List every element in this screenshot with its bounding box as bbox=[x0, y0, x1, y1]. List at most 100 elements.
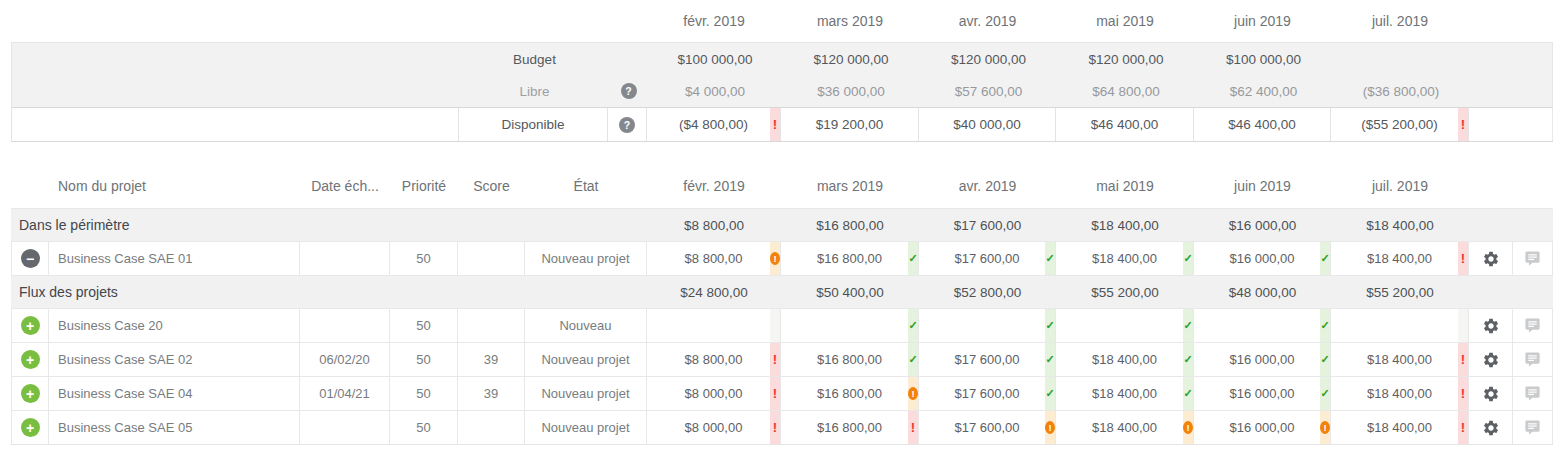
month-value-cell[interactable]: $16 800,00! bbox=[781, 377, 919, 410]
month-value-cell[interactable]: $18 400,00! bbox=[1331, 343, 1469, 376]
priority-cell[interactable]: 50 bbox=[390, 343, 458, 376]
spacer-cell bbox=[11, 0, 647, 42]
comment-icon[interactable] bbox=[1513, 343, 1552, 376]
help-icon[interactable]: ? bbox=[619, 117, 635, 133]
settings-cell bbox=[1469, 309, 1513, 342]
priority-cell[interactable]: 50 bbox=[390, 377, 458, 410]
due-date-cell[interactable]: 06/02/20 bbox=[300, 343, 390, 376]
month-value-cell[interactable]: $8 800,00! bbox=[647, 343, 781, 376]
due-date-cell[interactable] bbox=[300, 309, 390, 342]
summary-value: $100 000,00 bbox=[677, 52, 752, 67]
score-cell[interactable]: 39 bbox=[458, 377, 525, 410]
month-value-cell[interactable]: $16 800,00 ✓ bbox=[781, 242, 919, 275]
month-value-cell[interactable]: $8 000,00! bbox=[647, 411, 781, 444]
month-value-cell[interactable] bbox=[647, 309, 781, 342]
ok-strip: ✓ bbox=[1320, 309, 1330, 342]
gear-icon[interactable] bbox=[1469, 242, 1512, 275]
project-name[interactable]: Business Case 20 bbox=[49, 309, 300, 342]
add-icon[interactable]: + bbox=[21, 418, 40, 437]
gear-icon[interactable] bbox=[1469, 309, 1512, 342]
project-name[interactable]: Business Case SAE 05 bbox=[49, 411, 300, 444]
month-value-cell[interactable]: $16 000,00✓ bbox=[1194, 343, 1331, 376]
summary-month-header-row: févr. 2019mars 2019avr. 2019mai 2019juin… bbox=[11, 0, 1553, 42]
warning-strip: ! bbox=[908, 377, 918, 410]
ok-strip: ✓ bbox=[1183, 343, 1193, 376]
check-icon: ✓ bbox=[1045, 353, 1054, 366]
score-cell[interactable] bbox=[458, 309, 525, 342]
project-name[interactable]: Business Case SAE 01 bbox=[49, 242, 300, 275]
error-icon: ! bbox=[773, 420, 777, 435]
gear-icon[interactable] bbox=[1469, 343, 1512, 376]
gear-icon[interactable] bbox=[1469, 377, 1512, 410]
error-strip: ! bbox=[770, 377, 780, 410]
month-value-cell[interactable]: $16 800,00! bbox=[781, 411, 919, 444]
month-header: févr. 2019 bbox=[647, 163, 781, 208]
month-value-cell[interactable]: $17 600,00✓ bbox=[919, 377, 1056, 410]
warning-strip: ! bbox=[1183, 411, 1193, 444]
status-cell[interactable]: Nouveau projet bbox=[525, 343, 647, 376]
comment-icon[interactable] bbox=[1513, 377, 1552, 410]
add-icon[interactable]: + bbox=[21, 316, 40, 335]
add-icon[interactable]: + bbox=[21, 350, 40, 369]
month-value-cell[interactable]: $16 000,00! bbox=[1194, 411, 1331, 444]
month-value-cell[interactable]: ✓ bbox=[1194, 309, 1331, 342]
project-name[interactable]: Business Case SAE 02 bbox=[49, 343, 300, 376]
status-cell[interactable]: Nouveau projet bbox=[525, 411, 647, 444]
month-value: $18 400,00 bbox=[1367, 420, 1432, 435]
due-date-cell[interactable]: 01/04/21 bbox=[300, 377, 390, 410]
summary-value-cell: $100 000,00 bbox=[648, 43, 782, 75]
month-value-cell[interactable]: ✓ bbox=[919, 309, 1056, 342]
month-value-cell[interactable]: ✓ bbox=[781, 309, 919, 342]
month-value-cell[interactable]: $18 400,00✓ bbox=[1056, 242, 1194, 275]
help-icon[interactable]: ? bbox=[621, 83, 637, 99]
group-total-cell: $18 400,00 bbox=[1056, 209, 1194, 241]
month-value-cell[interactable]: $18 400,00! bbox=[1331, 411, 1469, 444]
gear-icon[interactable] bbox=[1469, 411, 1512, 444]
column-header: Nom du projet bbox=[49, 163, 300, 208]
project-name[interactable]: Business Case SAE 04 bbox=[49, 377, 300, 410]
warning-strip: ! bbox=[770, 242, 780, 275]
score-cell[interactable] bbox=[458, 242, 525, 275]
month-value-cell[interactable]: $18 400,00! bbox=[1331, 242, 1469, 275]
status-cell[interactable]: Nouveau bbox=[525, 309, 647, 342]
month-value-cell[interactable]: $8 000,00! bbox=[647, 377, 781, 410]
status-cell[interactable]: Nouveau projet bbox=[525, 242, 647, 275]
month-value-cell[interactable]: $17 600,00✓ bbox=[919, 343, 1056, 376]
add-icon[interactable]: + bbox=[21, 384, 40, 403]
status-cell[interactable]: Nouveau projet bbox=[525, 377, 647, 410]
month-value-cell[interactable]: $16 000,00✓ bbox=[1194, 242, 1331, 275]
month-value-cell[interactable]: $17 600,00! bbox=[919, 411, 1056, 444]
score-cell[interactable]: 39 bbox=[458, 343, 525, 376]
comment-icon[interactable] bbox=[1513, 411, 1552, 444]
ok-strip: ✓ bbox=[908, 242, 918, 275]
project-row: + Business Case SAE 0401/04/215039Nouveau… bbox=[11, 376, 1553, 410]
month-value-cell[interactable]: $17 600,00✓ bbox=[919, 242, 1056, 275]
priority-cell[interactable]: 50 bbox=[390, 411, 458, 444]
error-icon: ! bbox=[773, 352, 777, 367]
month-value: $16 000,00 bbox=[1229, 420, 1294, 435]
month-value: $16 800,00 bbox=[817, 251, 882, 266]
month-header: avr. 2019 bbox=[919, 163, 1056, 208]
month-value-cell[interactable]: $8 800,00! bbox=[647, 242, 781, 275]
score-cell[interactable] bbox=[458, 411, 525, 444]
empty-strip bbox=[770, 309, 780, 342]
month-value-cell[interactable] bbox=[1331, 309, 1469, 342]
priority-cell[interactable]: 50 bbox=[390, 242, 458, 275]
comment-icon[interactable] bbox=[1513, 242, 1552, 275]
month-value-cell[interactable]: $16 000,00✓ bbox=[1194, 377, 1331, 410]
remove-icon[interactable]: − bbox=[21, 249, 40, 268]
due-date-cell[interactable] bbox=[300, 242, 390, 275]
summary-row-label: Disponible bbox=[459, 108, 608, 141]
ok-strip: ✓ bbox=[1183, 242, 1193, 275]
priority-cell[interactable]: 50 bbox=[390, 309, 458, 342]
projects-header-row: Nom du projetDate éch...PrioritéScoreÉta… bbox=[11, 163, 1553, 208]
month-value-cell[interactable]: $16 800,00✓ bbox=[781, 343, 919, 376]
month-value-cell[interactable]: $18 400,00! bbox=[1056, 411, 1194, 444]
month-value-cell[interactable]: ✓ bbox=[1056, 309, 1194, 342]
due-date-cell[interactable] bbox=[300, 411, 390, 444]
warning-strip: ! bbox=[1320, 411, 1330, 444]
month-value-cell[interactable]: $18 400,00✓ bbox=[1056, 377, 1194, 410]
month-value-cell[interactable]: $18 400,00! bbox=[1331, 377, 1469, 410]
comment-icon[interactable] bbox=[1513, 309, 1552, 342]
month-value-cell[interactable]: $18 400,00✓ bbox=[1056, 343, 1194, 376]
